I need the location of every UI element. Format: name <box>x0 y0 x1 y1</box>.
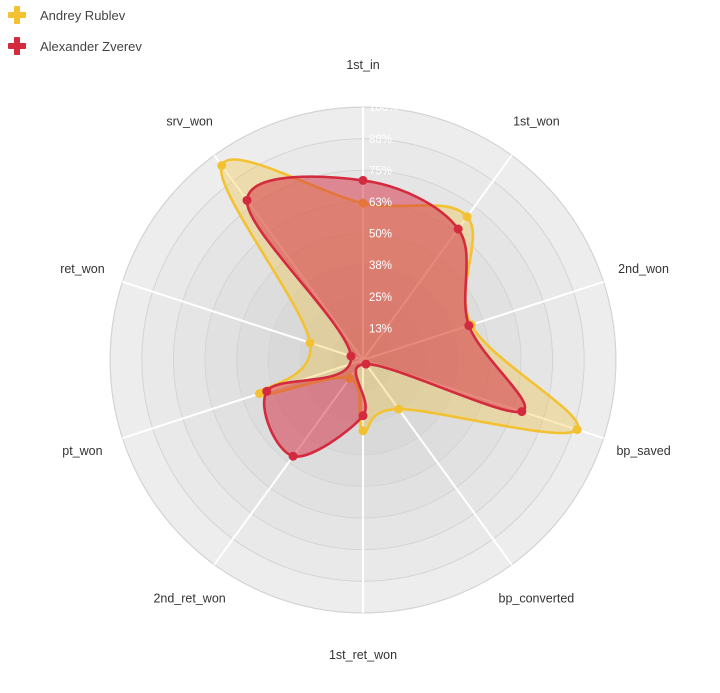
series-2 <box>242 175 527 461</box>
data-point[interactable] <box>394 404 404 414</box>
data-point[interactable] <box>453 224 463 234</box>
data-point[interactable] <box>217 161 227 171</box>
tick-label: 63% <box>369 197 392 209</box>
tick-label: 100% <box>369 102 398 114</box>
tick-label: 50% <box>369 229 392 241</box>
tick-label: 75% <box>369 165 392 177</box>
data-point[interactable] <box>346 351 356 361</box>
plus-icon <box>8 37 26 55</box>
data-point[interactable] <box>462 212 472 222</box>
data-point[interactable] <box>358 411 368 421</box>
legend-label: Alexander Zverev <box>40 38 142 54</box>
plus-icon <box>8 6 26 24</box>
data-point[interactable] <box>464 321 474 331</box>
axis-label: bp_saved <box>616 444 670 458</box>
axis-labels: 1st_in 1st_won 2nd_won bp_saved bp_converted… <box>60 58 671 662</box>
axis-label: 1st_ret_won <box>329 648 397 662</box>
axis-label: 2nd_won <box>618 262 669 276</box>
data-point[interactable] <box>517 407 527 417</box>
chart-legend: Andrey Rublev Alexander Zverev <box>8 4 142 66</box>
axis-spoke <box>122 280 364 361</box>
axis-label: 1st_in <box>346 58 379 72</box>
tick-labels: 13% 25% 38% 50% 63% 75% 88% 100% <box>369 102 398 335</box>
axis-label: 2nd_ret_won <box>153 592 225 606</box>
axis-label: bp_converted <box>499 592 575 606</box>
axis-label: pt_won <box>62 444 102 458</box>
tick-label: 88% <box>369 134 392 146</box>
axis-label: srv_won <box>166 114 213 128</box>
data-point[interactable] <box>262 386 272 396</box>
data-point[interactable] <box>572 425 582 435</box>
data-point[interactable] <box>242 195 252 205</box>
data-point[interactable] <box>288 451 298 461</box>
axis-label: 1st_won <box>513 114 560 128</box>
data-point[interactable] <box>358 175 368 185</box>
axis-spoke <box>362 359 513 566</box>
tick-label: 13% <box>369 323 392 335</box>
data-point[interactable] <box>361 359 371 369</box>
data-point[interactable] <box>255 389 265 399</box>
series-layer <box>217 158 582 461</box>
axis-spoke <box>122 359 364 440</box>
tick-label: 38% <box>369 260 392 272</box>
axis-label: ret_won <box>60 262 105 276</box>
data-point[interactable] <box>305 338 315 348</box>
legend-item-series-1[interactable]: Andrey Rublev <box>8 4 142 26</box>
legend-item-series-2[interactable]: Alexander Zverev <box>8 35 142 57</box>
data-point[interactable] <box>358 426 368 436</box>
tick-label: 25% <box>369 292 392 304</box>
legend-label: Andrey Rublev <box>40 7 126 23</box>
